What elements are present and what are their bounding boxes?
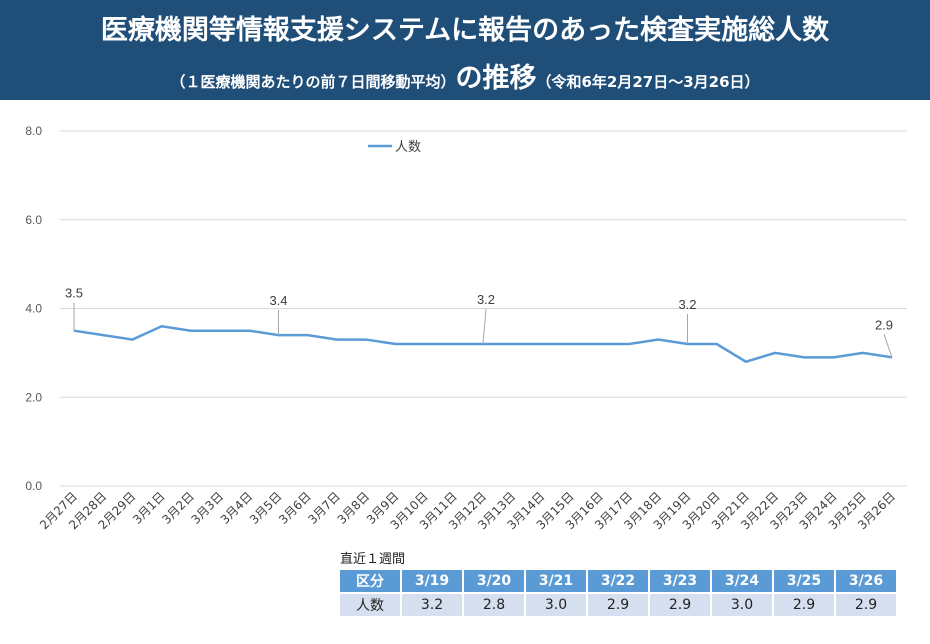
table-caption: 直近１週間 <box>340 552 406 567</box>
subtitle-left: （１医療機関あたりの前７日間移動平均） <box>170 73 456 91</box>
table-header-cell: 3/22 <box>586 568 650 594</box>
table-cell: 2.9 <box>586 592 650 618</box>
data-label: 3.2 <box>678 297 696 312</box>
line-chart: 0.02.04.06.08.02月27日2月28日2月29日3月1日3月2日3月… <box>25 124 907 532</box>
x-tick-label: 3月1日 <box>130 489 168 527</box>
x-tick-label: 3月6日 <box>276 489 314 527</box>
x-tick-label: 3月3日 <box>189 489 227 527</box>
table-cell: 2.8 <box>462 592 526 618</box>
y-tick-label: 4.0 <box>25 302 42 316</box>
table-header-cell: 3/25 <box>772 568 836 594</box>
recent-week-table: 区分 3/19 3/20 3/21 3/22 3/23 3/24 3/25 3/26 人数 3.2… <box>338 568 898 618</box>
table-header-row: 区分 3/19 3/20 3/21 3/22 3/23 3/24 3/25 3/26 <box>338 568 898 594</box>
data-label: 3.5 <box>65 286 83 301</box>
data-label-leader <box>482 308 487 345</box>
table-cell: 3.0 <box>524 592 588 618</box>
data-label: 3.2 <box>477 292 495 307</box>
table-cell: 3.2 <box>400 592 464 618</box>
table-header-cell: 3/24 <box>710 568 774 594</box>
subtitle-main: の推移 <box>455 63 537 94</box>
table-cell: 3.0 <box>710 592 774 618</box>
x-tick-label: 3月8日 <box>335 489 373 527</box>
table-cell: 2.9 <box>772 592 836 618</box>
table-header-cell: 3/23 <box>648 568 712 594</box>
table-cell: 2.9 <box>834 592 898 618</box>
chart-subtitle: （１医療機関あたりの前７日間移動平均）の推移（令和6年2月27日～3月26日） <box>0 56 930 95</box>
table-header-cell: 3/20 <box>462 568 526 594</box>
y-tick-label: 2.0 <box>25 390 42 404</box>
x-tick-label: 3月5日 <box>247 489 285 527</box>
table-header-cell: 3/26 <box>834 568 898 594</box>
x-tick-label: 3月4日 <box>218 489 256 527</box>
title-banner: 医療機関等情報支援システムに報告のあった検査実施総人数 （１医療機関あたりの前７… <box>0 0 930 100</box>
x-tick-label: 3月7日 <box>305 489 343 527</box>
subtitle-right: （令和6年2月27日～3月26日） <box>536 73 760 91</box>
data-label: 2.9 <box>875 317 893 332</box>
y-tick-label: 8.0 <box>25 124 42 138</box>
chart-title: 医療機関等情報支援システムに報告のあった検査実施総人数 <box>100 15 830 46</box>
table-cell: 2.9 <box>648 592 712 618</box>
legend-label: 人数 <box>395 140 421 155</box>
table-row: 人数 3.2 2.8 3.0 2.9 2.9 3.0 2.9 2.9 <box>338 592 898 618</box>
table-header-cell: 区分 <box>338 568 402 594</box>
data-label: 3.4 <box>269 293 287 308</box>
table-header-cell: 3/21 <box>524 568 588 594</box>
table-cell: 人数 <box>338 592 402 618</box>
y-tick-label: 0.0 <box>25 479 42 493</box>
data-label-leader <box>883 334 893 358</box>
y-tick-label: 6.0 <box>25 213 42 227</box>
table-header-cell: 3/19 <box>400 568 464 594</box>
x-tick-label: 3月2日 <box>159 489 197 527</box>
